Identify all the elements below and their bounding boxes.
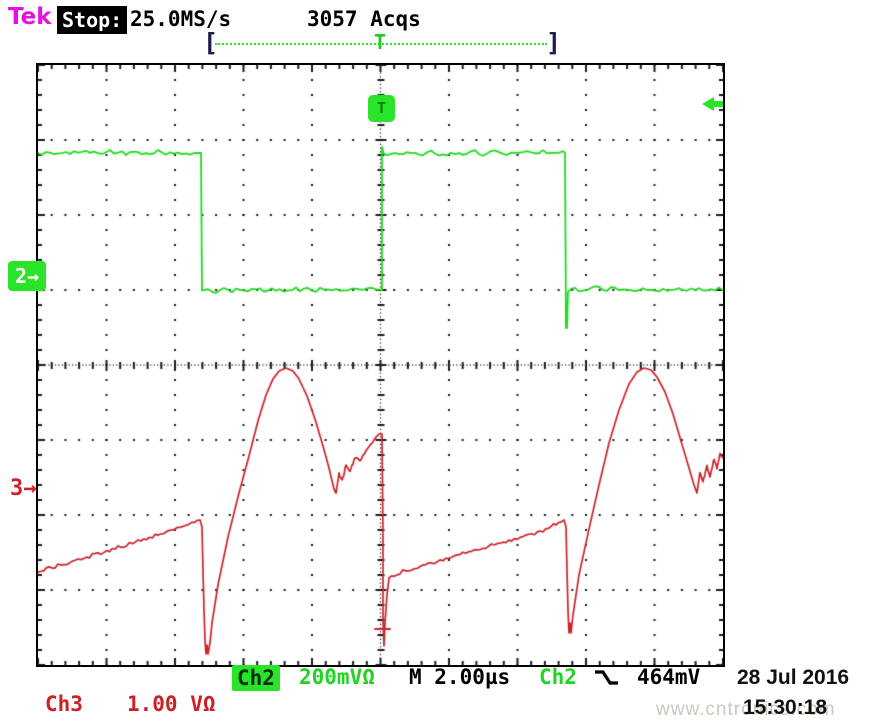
ch3-label: Ch3 (45, 692, 83, 716)
sample-rate-readout: 25.0MS/s (130, 7, 232, 31)
tek-logo: Tek (8, 4, 52, 30)
acquisition-state-badge: Stop: (57, 6, 128, 34)
ch2-readout-badge: Ch2 (232, 665, 280, 691)
trigger-point-marker: T (368, 95, 395, 122)
date-text: 28 Jul 2016 (737, 666, 850, 689)
time-text: 15:30:18 (743, 696, 828, 719)
timebase-readout: M 2.00µs (409, 665, 511, 689)
trigger-level-readout: 464mV (637, 665, 701, 689)
trigger-slope-falling-icon (595, 670, 618, 685)
record-view-bracket-left: [ (203, 28, 219, 57)
record-view-bracket-right: ] (546, 28, 562, 57)
ch2-position-marker: 2→ (8, 261, 46, 291)
trigger-position-bar (215, 43, 547, 45)
trigger-t-label: T (374, 30, 387, 54)
waveform-canvas (38, 65, 723, 665)
ch3-position-marker: 3→ (10, 476, 37, 501)
right-edge-arrow-icon (702, 97, 723, 111)
ch3-scale-readout: 1.00 VΩ (127, 692, 216, 716)
watermark-text: www.cntronics.com (656, 699, 836, 720)
ch2-scale-readout: 200mVΩ (299, 665, 375, 689)
graticule: T (36, 63, 725, 667)
acquisition-count-readout: 3057 Acqs (307, 7, 421, 31)
trigger-source-readout: Ch2 (539, 665, 577, 689)
